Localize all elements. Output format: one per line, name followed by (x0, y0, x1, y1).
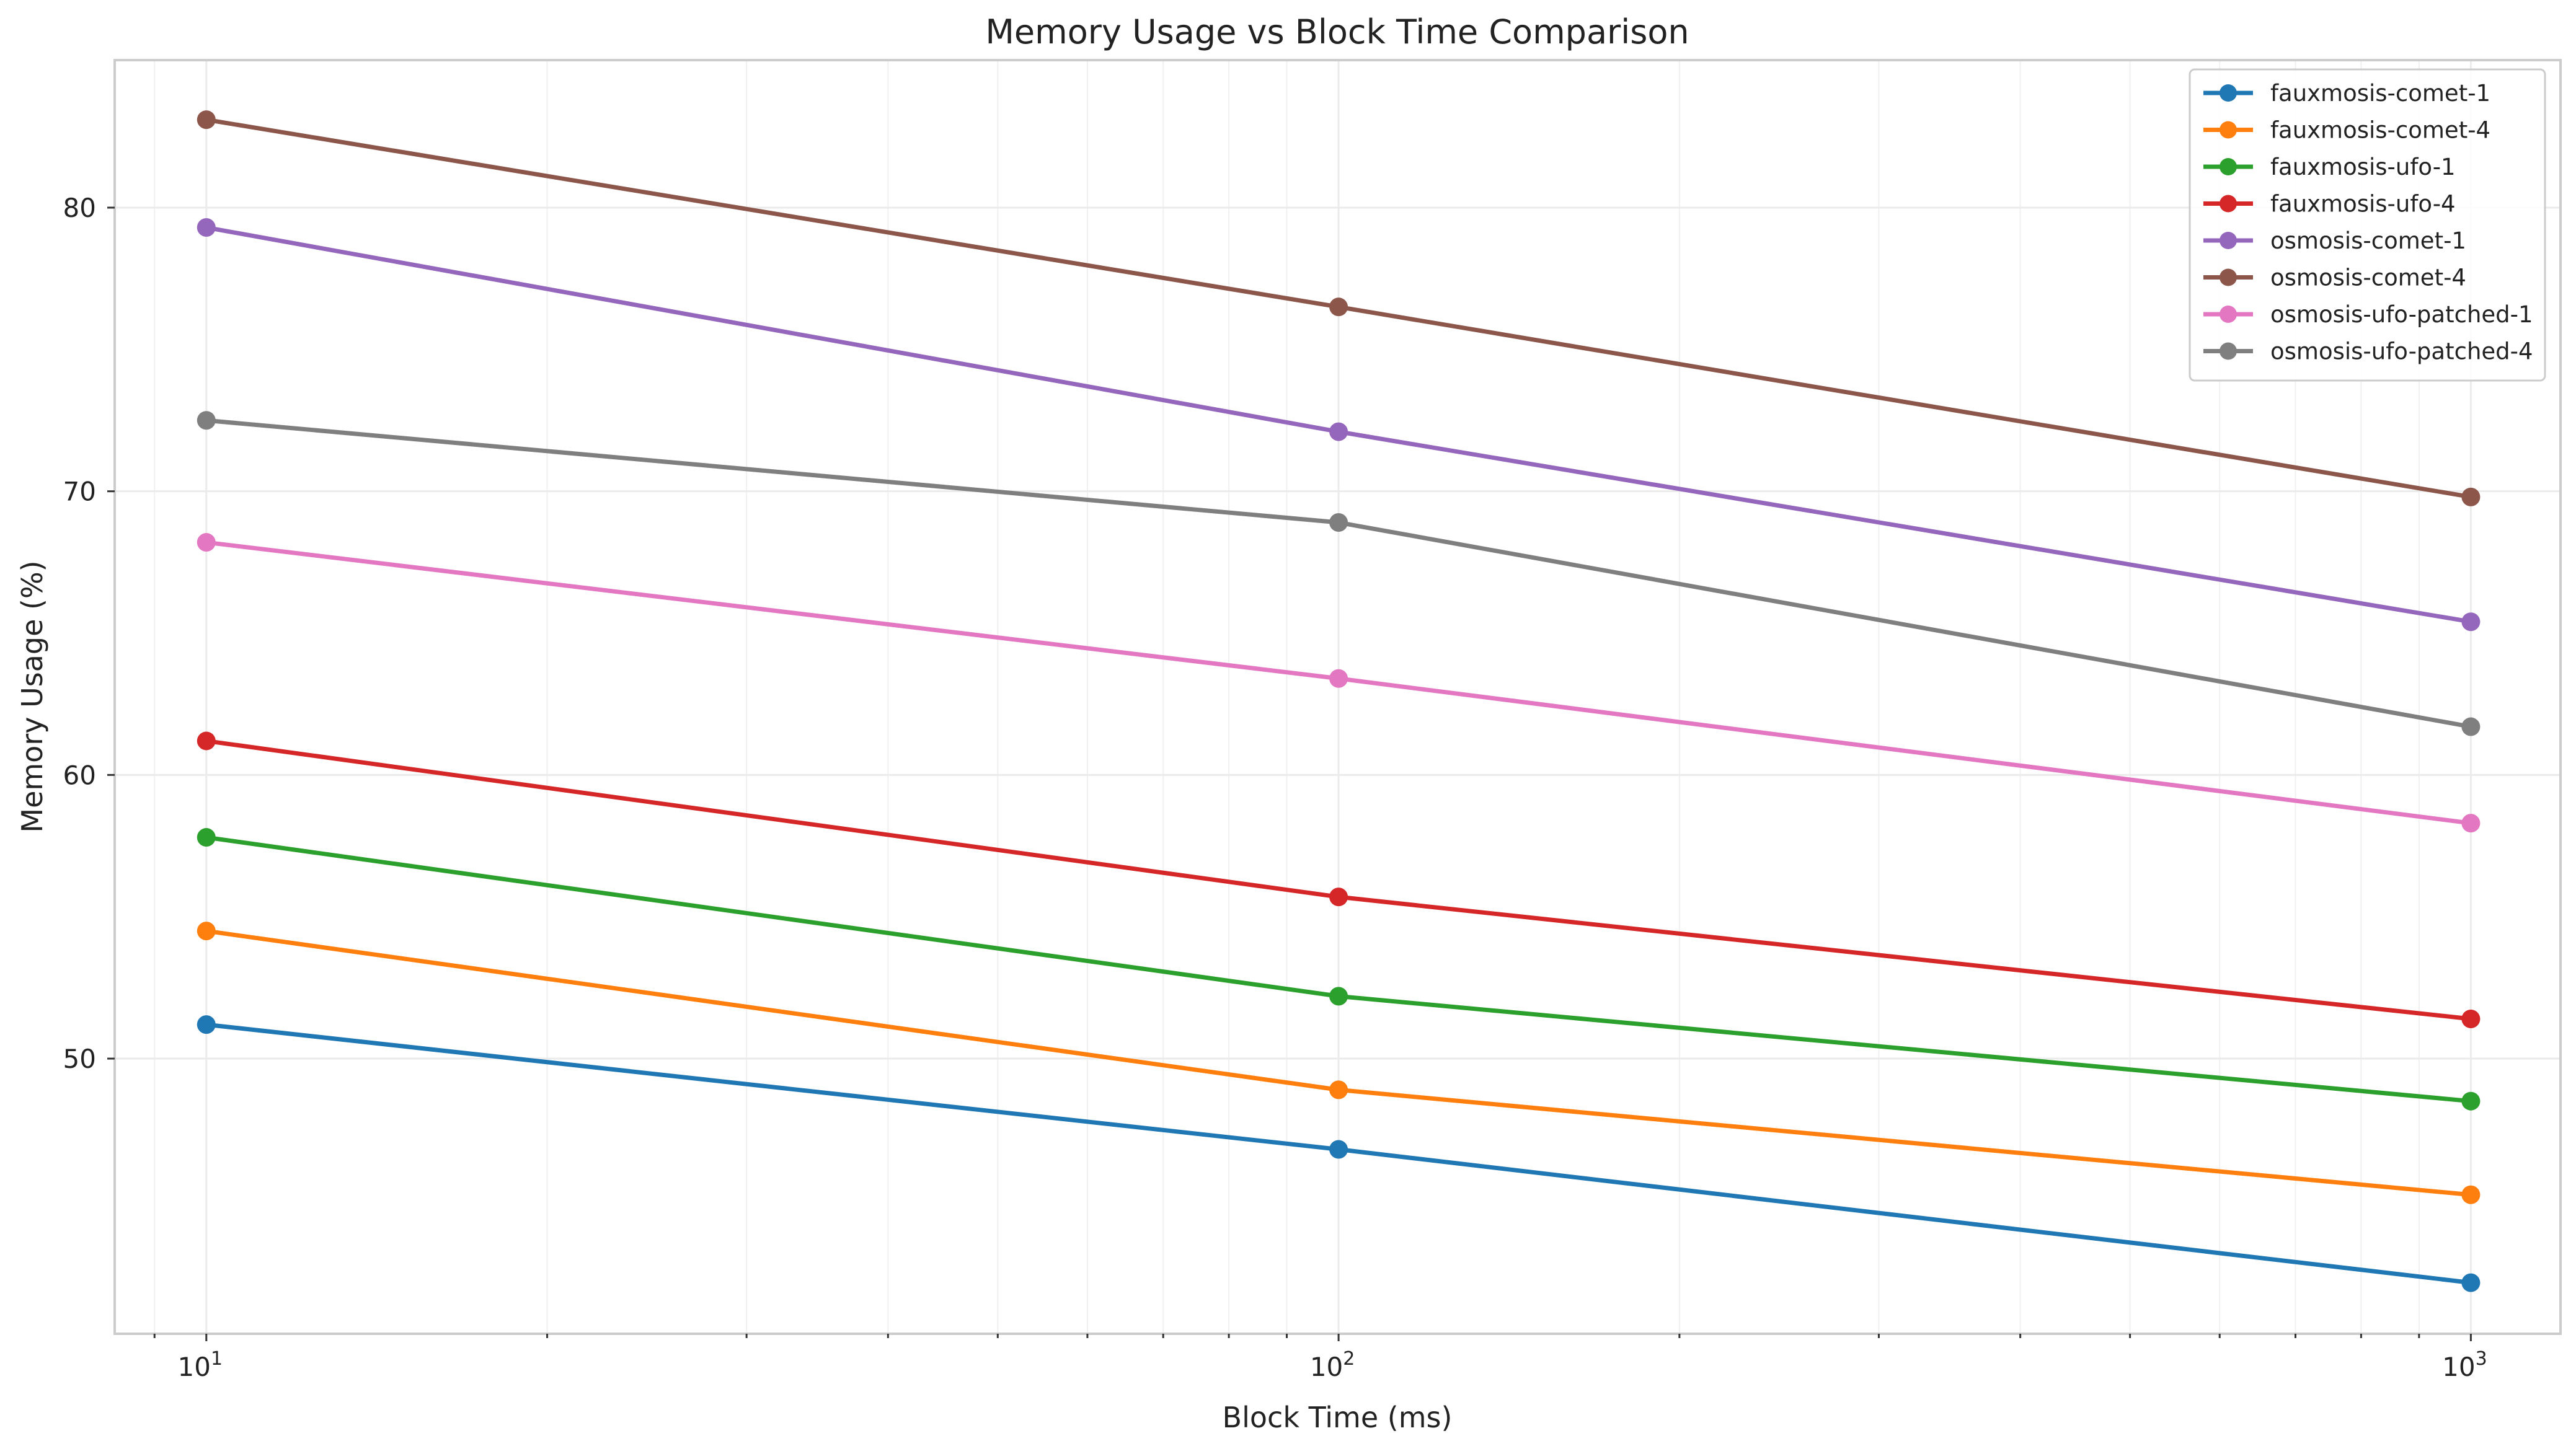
series-osmosis-ufo-patched-1 (197, 533, 2481, 833)
series-fauxmosis-ufo-1 (197, 828, 2481, 1111)
x-tick-label: 102 (1310, 1348, 1355, 1382)
legend-item: osmosis-ufo-patched-1 (2203, 301, 2533, 328)
y-tick-label: 80 (63, 193, 96, 223)
series-osmosis-comet-4 (197, 110, 2481, 506)
legend-marker (2220, 232, 2237, 249)
data-point (1329, 888, 1348, 907)
data-point (197, 828, 216, 847)
data-point (197, 411, 216, 430)
x-tick-exponent: 2 (1343, 1348, 1355, 1370)
data-point (1329, 422, 1348, 441)
x-tick-base: 10 (2442, 1352, 2475, 1382)
x-tick-base: 10 (178, 1352, 211, 1382)
legend-label: fauxmosis-ufo-4 (2270, 191, 2456, 218)
data-point (2461, 1009, 2481, 1028)
data-point (197, 922, 216, 941)
legend-marker (2220, 268, 2237, 286)
data-point (1329, 987, 1348, 1006)
x-axis-title: Block Time (ms) (1223, 1401, 1453, 1434)
plot-area-frame (113, 59, 2562, 1335)
series-fauxmosis-ufo-4 (197, 731, 2481, 1028)
legend-label: fauxmosis-ufo-1 (2270, 154, 2456, 180)
legend: fauxmosis-comet-1 fauxmosis-comet-4 fauxmo… (2189, 68, 2546, 382)
data-point (1329, 1080, 1348, 1099)
y-tick-label: 70 (63, 477, 96, 507)
y-tick-label: 50 (63, 1044, 96, 1074)
y-tick-label: 60 (63, 760, 96, 790)
legend-marker (2220, 306, 2237, 323)
series-fauxmosis-comet-1 (197, 1015, 2481, 1292)
series-osmosis-comet-1 (197, 218, 2481, 632)
x-tick-base: 10 (1310, 1352, 1343, 1382)
y-axis: 50 60 70 80 (63, 193, 115, 1074)
data-point (197, 731, 216, 751)
legend-item: osmosis-ufo-patched-4 (2203, 338, 2533, 365)
legend-item: fauxmosis-ufo-1 (2203, 154, 2456, 180)
data-point (1329, 513, 1348, 532)
legend-label: osmosis-ufo-patched-4 (2270, 338, 2533, 365)
y-axis-title: Memory Usage (%) (15, 560, 49, 832)
x-tick-exponent: 3 (2476, 1348, 2487, 1370)
series-osmosis-ufo-patched-4 (197, 411, 2481, 736)
legend-label: osmosis-ufo-patched-1 (2270, 301, 2533, 328)
data-point (2461, 1273, 2481, 1292)
data-point (2461, 814, 2481, 833)
x-tick-label: 103 (2442, 1348, 2487, 1382)
legend-marker (2220, 158, 2237, 175)
grid (115, 60, 2561, 1334)
data-point (2461, 717, 2481, 736)
data-point (197, 1015, 216, 1034)
legend-label: osmosis-comet-4 (2270, 265, 2466, 291)
x-axis: 101 102 103 (153, 1334, 2487, 1382)
legend-marker (2220, 195, 2237, 213)
legend-item: fauxmosis-comet-1 (2203, 80, 2490, 107)
series-layer (197, 110, 2481, 1292)
legend-marker (2220, 121, 2237, 139)
legend-box (2189, 68, 2546, 382)
data-point (2461, 1091, 2481, 1111)
series-fauxmosis-comet-4 (197, 922, 2481, 1204)
data-point (2461, 612, 2481, 632)
legend-item: osmosis-comet-4 (2203, 265, 2466, 291)
data-point (1329, 669, 1348, 688)
legend-marker (2220, 84, 2237, 102)
data-point (1329, 297, 1348, 317)
legend-item: fauxmosis-ufo-4 (2203, 191, 2456, 218)
data-point (1329, 1140, 1348, 1159)
legend-item: osmosis-comet-1 (2203, 227, 2466, 254)
data-point (2461, 487, 2481, 506)
legend-label: osmosis-comet-1 (2270, 227, 2466, 254)
x-tick-exponent: 1 (211, 1348, 223, 1370)
data-point (197, 110, 216, 130)
chart-title: Memory Usage vs Block Time Comparison (985, 12, 1689, 51)
x-tick-label: 101 (178, 1348, 223, 1382)
data-point (2461, 1185, 2481, 1204)
data-point (197, 218, 216, 237)
legend-marker (2220, 342, 2237, 360)
data-point (197, 533, 216, 552)
legend-item: fauxmosis-comet-4 (2203, 117, 2490, 144)
legend-label: fauxmosis-comet-1 (2270, 80, 2490, 107)
legend-label: fauxmosis-comet-4 (2270, 117, 2490, 144)
